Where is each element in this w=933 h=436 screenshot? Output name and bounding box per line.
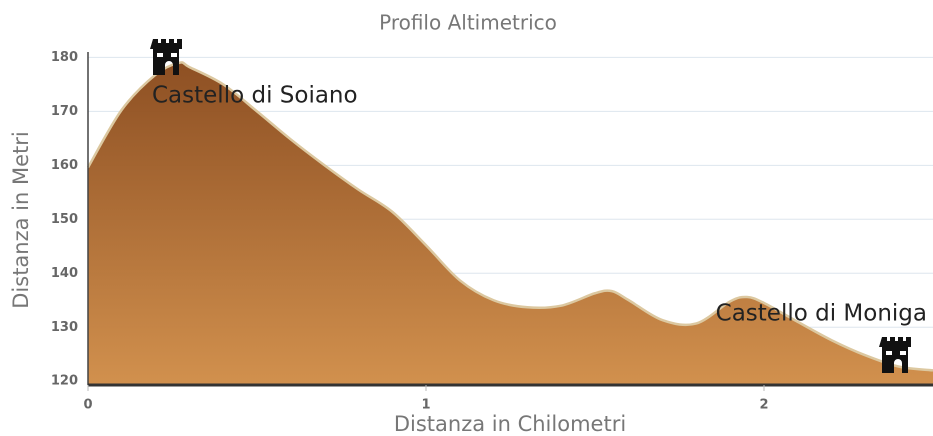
annotation: Castello di Moniga: [716, 301, 927, 327]
y-tick-label: 120: [51, 374, 78, 389]
area-line: [86, 61, 933, 372]
y-tick-label: 140: [51, 266, 78, 281]
x-tick-label: 1: [421, 398, 430, 413]
x-tick-label: 0: [83, 398, 92, 413]
y-tick-label: 160: [51, 158, 78, 173]
chart-title: Profilo Altimetrico: [379, 11, 557, 35]
x-tick-label: 2: [759, 398, 768, 413]
x-axis-title: Distanza in Chilometri: [394, 412, 626, 436]
y-tick-label: 180: [51, 50, 78, 65]
y-axis-title: Distanza in Metri: [9, 131, 33, 309]
area-fill: [88, 62, 933, 385]
y-tick-label: 170: [51, 104, 78, 119]
y-tick-label: 130: [51, 320, 78, 335]
y-tick-label: 150: [51, 212, 78, 227]
annotation: Castello di Soiano: [152, 83, 358, 109]
